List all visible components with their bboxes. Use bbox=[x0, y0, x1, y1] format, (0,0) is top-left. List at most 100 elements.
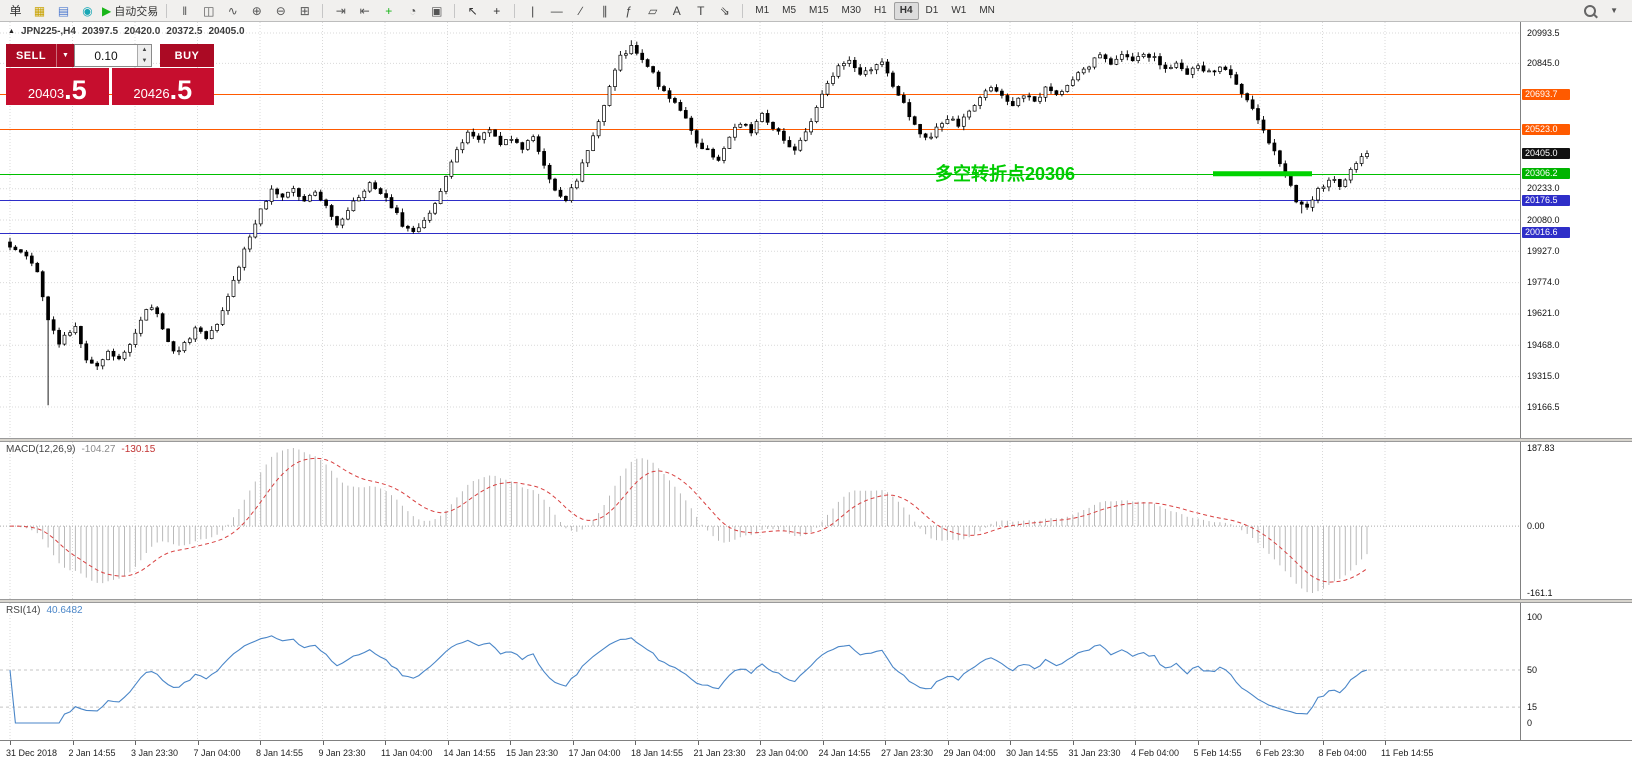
price-axis[interactable]: 20993.5 20845.0 20693.7 20523.0 20405.0 20306… bbox=[1520, 22, 1632, 769]
bars-chart-button[interactable]: ‖ bbox=[173, 2, 196, 20]
sell-price-button[interactable]: 20403.5 bbox=[6, 68, 109, 105]
macd-main-value: -104.27 bbox=[81, 444, 116, 455]
search-icon[interactable] bbox=[1584, 4, 1597, 17]
timeframe-m30[interactable]: M30 bbox=[841, 5, 861, 16]
new-chart-icon: + bbox=[385, 3, 393, 18]
time-axis-label: 27 Jan 23:30 bbox=[881, 748, 934, 758]
volume-decrease-button[interactable]: ▼ bbox=[138, 55, 151, 66]
tile-windows-button[interactable]: ⊞ bbox=[293, 2, 316, 20]
price-axis-label: 20405.0 bbox=[1522, 147, 1570, 159]
crosshair-button[interactable]: + bbox=[485, 2, 508, 20]
line-chart-icon: ∿ bbox=[227, 3, 238, 18]
candlestick-chart-button[interactable]: ◫ bbox=[197, 2, 220, 20]
time-axis-tick bbox=[385, 741, 386, 745]
time-axis-tick bbox=[447, 741, 449, 745]
time-axis-label: 2 Jan 14:55 bbox=[68, 748, 116, 758]
profiles-button[interactable]: ▤ bbox=[52, 2, 75, 20]
candlestick-chart-icon: ◫ bbox=[203, 3, 215, 18]
text-button[interactable]: A bbox=[665, 2, 688, 20]
price-axis-label: 20523.0 bbox=[1522, 123, 1570, 135]
timeframe-h1[interactable]: H1 bbox=[873, 5, 887, 16]
new-order-icon: 单 bbox=[9, 4, 22, 18]
time-axis-label: 30 Jan 14:55 bbox=[1006, 748, 1059, 758]
buy-button[interactable]: BUY bbox=[160, 44, 214, 67]
time-axis-tick bbox=[1322, 741, 1324, 745]
equidistant-channel-button[interactable]: ∥ bbox=[593, 2, 616, 20]
cursor-button[interactable]: ↖ bbox=[461, 2, 484, 20]
macd-signal-value: -130.15 bbox=[121, 444, 156, 455]
toolbar-separator bbox=[166, 3, 168, 18]
timeframe-mn[interactable]: MN bbox=[979, 5, 995, 16]
trendline-button[interactable]: ∕ bbox=[569, 2, 592, 20]
volume-increase-button[interactable]: ▲ bbox=[138, 45, 151, 56]
rsi-pane[interactable] bbox=[0, 603, 1520, 740]
text-label-button[interactable]: T bbox=[689, 2, 712, 20]
time-axis-tick bbox=[822, 741, 824, 745]
time-axis-tick bbox=[1197, 741, 1199, 745]
sell-button[interactable]: SELL bbox=[6, 44, 56, 67]
template-button[interactable]: ▣ bbox=[425, 2, 448, 20]
time-axis-tick bbox=[885, 741, 886, 745]
mql-community-button[interactable]: ◉ bbox=[76, 2, 99, 20]
price-axis-label: 0.00 bbox=[1527, 521, 1545, 532]
price-axis-label: 20306.2 bbox=[1522, 168, 1570, 180]
main-chart[interactable] bbox=[0, 22, 1520, 438]
toolbar-right: ▼ bbox=[1584, 4, 1618, 17]
auto-scroll-button[interactable]: ⇥ bbox=[329, 2, 352, 20]
new-chart-button[interactable]: + bbox=[377, 2, 400, 20]
horizontal-line-button[interactable]: — bbox=[545, 2, 568, 20]
time-axis-tick bbox=[760, 741, 761, 745]
time-axis-tick bbox=[72, 741, 74, 745]
one-click-panel-toggle-icon[interactable]: ▲ bbox=[8, 28, 15, 35]
time-axis[interactable]: 31 Dec 2018 2 Jan 14:55 3 Jan 23:30 7 Jan 0… bbox=[0, 740, 1632, 769]
shapes-button[interactable]: ▱ bbox=[641, 2, 664, 20]
timeframe-m1[interactable]: M1 bbox=[755, 5, 770, 16]
time-axis-tick bbox=[197, 741, 199, 745]
macd-pane[interactable] bbox=[0, 442, 1520, 599]
autotrading-button[interactable]: ▶ 自动交易 bbox=[100, 2, 160, 20]
macd-name: MACD(12,26,9) bbox=[6, 444, 76, 455]
text-label-icon: T bbox=[697, 3, 705, 18]
time-axis-tick bbox=[1010, 741, 1011, 745]
chart-annotation-text[interactable]: 多空转折点20306 bbox=[935, 164, 1076, 184]
time-axis-label: 15 Jan 23:30 bbox=[506, 748, 559, 758]
timeframe-w1[interactable]: W1 bbox=[951, 5, 967, 16]
price-axis-label: 0 bbox=[1527, 718, 1533, 728]
pane-divider[interactable] bbox=[0, 599, 1632, 603]
price-axis-label: 20845.0 bbox=[1527, 57, 1560, 68]
new-order-button[interactable]: 单 bbox=[4, 2, 27, 20]
time-axis-tick bbox=[947, 741, 949, 745]
volume-input[interactable] bbox=[75, 45, 137, 66]
period-button[interactable]: ◔ bbox=[401, 2, 424, 20]
price-axis-label: -161.1 bbox=[1527, 588, 1553, 598]
price-axis-label: 19927.0 bbox=[1527, 245, 1560, 256]
chart-shift-icon: ⇤ bbox=[359, 3, 370, 18]
rsi-value: 40.6482 bbox=[46, 605, 83, 616]
charts-button[interactable]: ▦ bbox=[28, 2, 51, 20]
price-axis-label: 50 bbox=[1527, 665, 1538, 675]
ohlc-open: 20397.5 bbox=[81, 26, 119, 37]
timeframe-m5[interactable]: M5 bbox=[782, 5, 797, 16]
timeframe-h4[interactable]: H4 bbox=[893, 1, 919, 20]
arrows-button[interactable]: ⇘ bbox=[713, 2, 736, 20]
time-axis-tick bbox=[697, 741, 699, 745]
buy-price-decimal: .5 bbox=[169, 75, 193, 106]
pane-divider[interactable] bbox=[0, 438, 1632, 442]
chart-shift-button[interactable]: ⇤ bbox=[353, 2, 376, 20]
time-axis-tick bbox=[135, 741, 136, 745]
fibonacci-button[interactable]: ƒ bbox=[617, 2, 640, 20]
time-axis-label: 14 Jan 14:55 bbox=[443, 748, 496, 758]
timeframe-d1[interactable]: D1 bbox=[925, 5, 939, 16]
toolbar: 单 ▦ ▤ ◉ ▶ 自动交易 ‖ ◫ ∿ ⊕ ⊖ ⊞ ⇥ ⇤ + ◔ ▣ ↖ + | — ∕ ∥ ƒ ▱ A T ⇘ M1 M5 M15 M3… bbox=[0, 0, 1632, 22]
buy-price-button[interactable]: 20426.5 bbox=[111, 68, 214, 106]
toolbar-overflow-dropdown-icon[interactable]: ▼ bbox=[1610, 6, 1618, 15]
line-chart-button[interactable]: ∿ bbox=[221, 2, 244, 20]
timeframe-m15[interactable]: M15 bbox=[809, 5, 829, 16]
order-type-dropdown-button[interactable]: ▼ bbox=[56, 44, 74, 67]
vertical-line-button[interactable]: | bbox=[521, 2, 544, 20]
period-icon: ◔ bbox=[409, 3, 417, 18]
text-icon: A bbox=[672, 3, 681, 18]
zoom-out-button[interactable]: ⊖ bbox=[269, 2, 292, 20]
time-axis-label: 31 Jan 23:30 bbox=[1068, 748, 1121, 758]
zoom-in-button[interactable]: ⊕ bbox=[245, 2, 268, 20]
